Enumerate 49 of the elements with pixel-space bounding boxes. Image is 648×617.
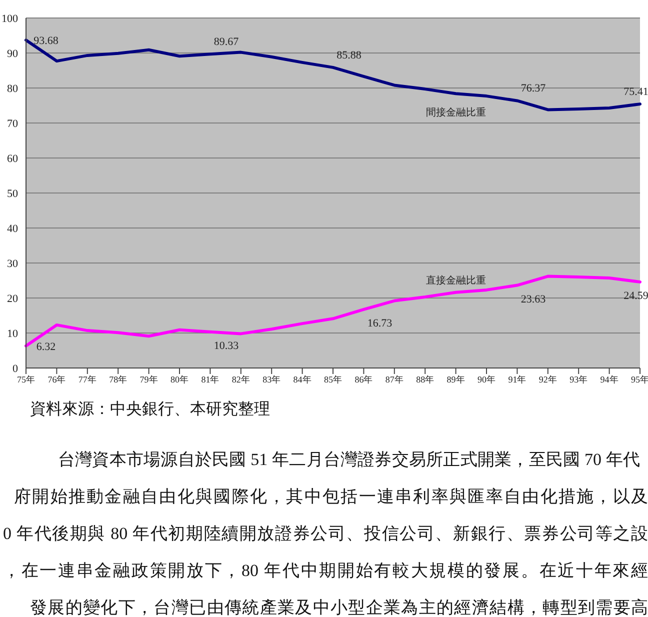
y-tick-label: 100	[2, 12, 18, 25]
data-label: 89.67	[214, 36, 240, 48]
data-label: 16.73	[367, 317, 393, 330]
data-label: 10.33	[214, 340, 240, 352]
x-tick-label: 93年	[570, 374, 588, 384]
x-tick-label: 76年	[48, 374, 66, 384]
x-tick-label: 78年	[109, 374, 128, 384]
x-tick-label: 80年	[170, 374, 188, 384]
text: 0 年代後期與 80 年代初期陸續開放證券公司、投信公司、新銀行、票券公司等之設	[2, 523, 648, 545]
x-tick-label: 90年	[478, 374, 496, 384]
x-tick-label: 77年	[78, 374, 96, 384]
source-note: 資料來源：中央銀行、本研究整理	[29, 400, 271, 420]
data-label: 23.63	[520, 293, 546, 306]
x-tick-label: 89年	[446, 374, 465, 384]
x-tick-label: 79年	[140, 374, 158, 384]
y-tick-label: 70	[7, 118, 18, 130]
x-tick-label: 81年	[201, 374, 220, 384]
text: 府開始推動金融自由化與國際化，其中包括一連串利率與匯率自由化措施，以及	[13, 486, 648, 508]
x-tick-label: 94年	[600, 374, 618, 384]
series-label: 直接金融比重	[426, 274, 486, 286]
x-tick-label: 92年	[538, 374, 557, 384]
text: 發展的變化下，台灣已由傳統產業及中小型企業為主的經濟結構，轉型到需要高	[29, 597, 648, 617]
y-tick-label: 10	[7, 328, 18, 340]
text: ，在一連串金融政策開放下，80 年代中期開始有較大規模的發展。在近十年來經	[2, 560, 648, 582]
y-tick-label: 20	[7, 292, 18, 305]
y-tick-label: 60	[7, 152, 18, 165]
x-tick-label: 85年	[324, 374, 342, 384]
y-tick-label: 30	[7, 258, 18, 270]
x-tick-label: 91年	[508, 374, 526, 384]
y-tick-label: 90	[7, 48, 18, 60]
data-label: 85.88	[336, 49, 362, 62]
x-tick-label: 84年	[293, 374, 312, 384]
x-tick-label: 75年	[17, 374, 35, 384]
x-tick-label: 87年	[385, 374, 404, 384]
data-label: 6.32	[36, 340, 56, 353]
data-label: 76.37	[520, 82, 546, 95]
text: 台灣資本市場源自於民國 51 年二月台灣證券交易所正式開業，至民國 70 年代	[57, 449, 641, 471]
data-label: 24.59	[624, 290, 648, 302]
x-tick-label: 83年	[262, 374, 281, 384]
y-tick-label: 40	[7, 222, 18, 235]
y-tick-label: 80	[7, 82, 18, 95]
x-tick-label: 88年	[416, 374, 434, 384]
series-label: 間接金融比重	[426, 106, 486, 119]
y-tick-label: 50	[7, 188, 18, 200]
data-label: 93.68	[34, 35, 59, 48]
x-tick-label: 82年	[232, 374, 250, 384]
y-tick-label: 0	[12, 362, 18, 375]
data-label: 75.41	[624, 86, 648, 98]
x-tick-label: 86年	[354, 374, 373, 384]
